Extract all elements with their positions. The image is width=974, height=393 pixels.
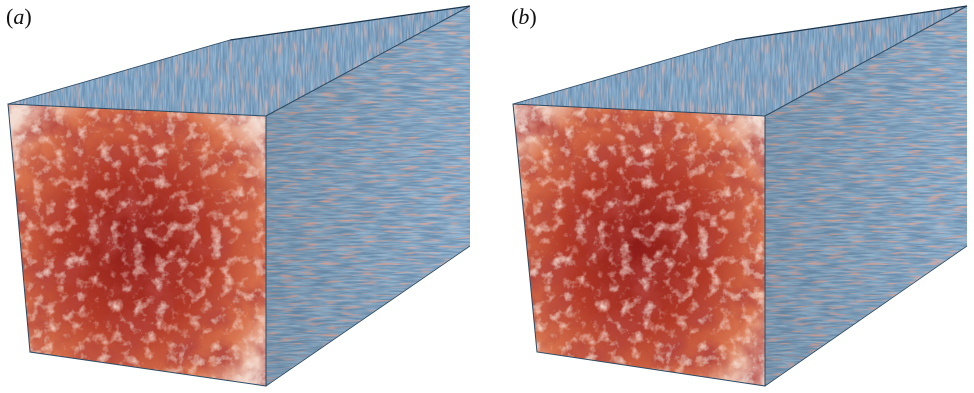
panel-label-a: (a)	[6, 4, 32, 29]
duct-visualization-a	[7, 5, 471, 387]
panel-a: (a)	[6, 4, 471, 387]
panel-label-b: (b)	[511, 4, 537, 29]
panel-b: (b)	[487, 0, 974, 393]
duct-visualization-b	[512, 5, 968, 387]
